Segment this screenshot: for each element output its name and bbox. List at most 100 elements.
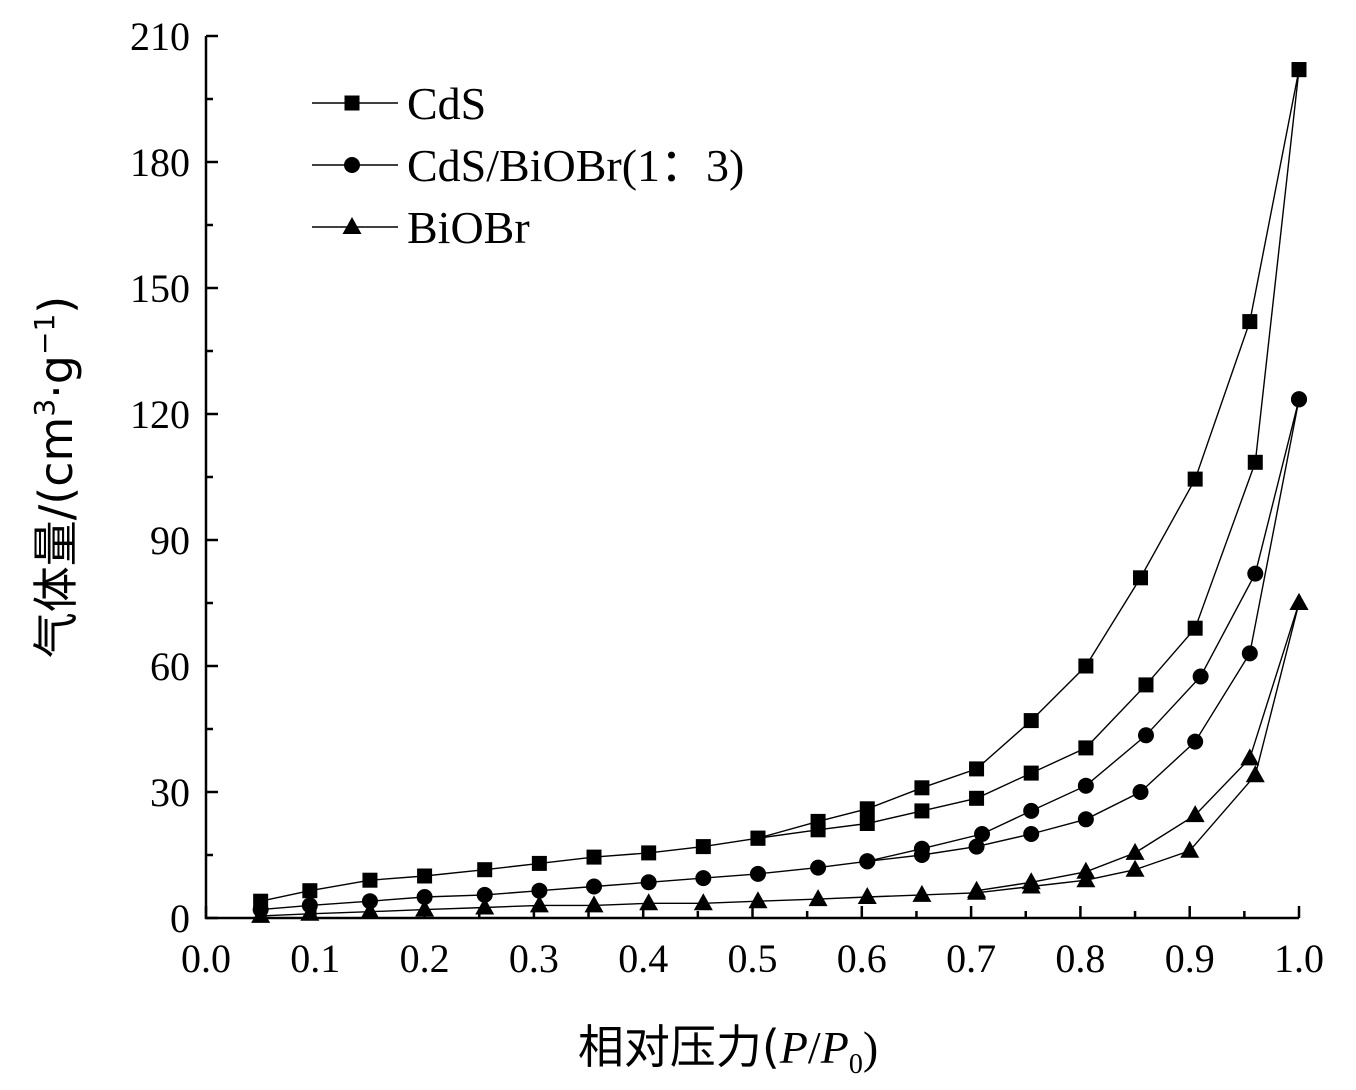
data-point xyxy=(1247,454,1263,470)
adsorption-line xyxy=(260,69,1300,902)
data-point xyxy=(857,887,877,904)
y-tick-label: 150 xyxy=(130,266,190,311)
data-point xyxy=(1078,658,1094,674)
data-point xyxy=(1291,391,1307,408)
data-point xyxy=(969,790,985,806)
data-point xyxy=(1023,802,1040,819)
y-tick-label: 0 xyxy=(170,896,190,941)
series-triangle xyxy=(251,593,1309,923)
x-tick-label: 0.0 xyxy=(181,936,231,981)
data-point xyxy=(641,845,657,861)
data-point xyxy=(531,882,548,899)
data-point xyxy=(968,838,985,855)
data-point xyxy=(810,859,827,876)
data-point xyxy=(1240,748,1260,766)
legend-marker xyxy=(344,157,360,173)
data-point xyxy=(1289,593,1309,610)
data-point xyxy=(1242,314,1258,330)
data-point xyxy=(1185,805,1205,823)
y-tick-label: 210 xyxy=(130,14,190,59)
data-point xyxy=(416,889,433,905)
legend-label: CdS/BiOBr(1：3) xyxy=(407,140,744,191)
data-point xyxy=(1023,765,1039,781)
data-point xyxy=(1133,570,1149,586)
data-point xyxy=(1241,645,1258,662)
y-tick-label: 30 xyxy=(150,770,190,815)
data-point xyxy=(1125,842,1145,860)
y-tick-label: 60 xyxy=(150,644,190,689)
data-point xyxy=(531,855,547,871)
x-tick-label: 0.5 xyxy=(728,936,778,981)
data-point xyxy=(695,839,711,855)
tick-labels: 0.0 0.1 0.2 0.3 0.4 0.5 0.6 0.7 0.8 0.9 1.0 0 30 60 90… xyxy=(130,14,1324,981)
data-point xyxy=(362,872,378,888)
data-point xyxy=(913,840,930,857)
data-point xyxy=(969,761,985,777)
axes-layer xyxy=(204,34,1301,920)
data-point xyxy=(1023,826,1040,842)
data-point xyxy=(476,886,493,903)
data-point xyxy=(810,813,826,829)
series-square xyxy=(253,62,1307,909)
data-point xyxy=(693,893,713,911)
legend-item: BiOBr xyxy=(312,202,530,253)
data-point xyxy=(914,803,930,819)
data-point xyxy=(584,895,604,913)
data-point xyxy=(417,868,433,884)
data-point xyxy=(640,874,657,891)
y-tick-label: 90 xyxy=(150,518,190,563)
data-point xyxy=(1125,859,1145,877)
legend-label: CdS xyxy=(407,78,486,129)
data-point xyxy=(1180,840,1200,858)
y-tick-label: 180 xyxy=(130,140,190,185)
data-point xyxy=(750,830,766,846)
legend-label: BiOBr xyxy=(407,202,530,253)
x-tick-label: 0.2 xyxy=(400,936,450,981)
x-axis-title: 相对压力(P/P0) xyxy=(578,1020,878,1080)
data-point xyxy=(361,893,378,910)
y-tick-label: 120 xyxy=(130,392,190,437)
data-point xyxy=(1132,784,1149,800)
data-point xyxy=(859,801,875,817)
legend-marker xyxy=(342,217,362,234)
plot-area xyxy=(204,34,1309,923)
x-tick-label: 1.0 xyxy=(1274,936,1324,981)
data-point xyxy=(1187,620,1203,636)
data-point xyxy=(302,883,318,899)
data-point xyxy=(586,878,603,895)
data-point xyxy=(749,865,766,882)
data-point xyxy=(477,862,493,878)
data-point xyxy=(695,870,712,887)
data-point xyxy=(360,901,380,919)
data-point xyxy=(1077,777,1094,794)
adsorption-line xyxy=(260,399,1300,911)
x-tick-label: 0.3 xyxy=(509,936,559,981)
data-point xyxy=(1291,62,1307,78)
data-point xyxy=(1077,811,1094,828)
data-point xyxy=(1245,765,1265,783)
y-axis-title: 气体量/(cm3·g−1) xyxy=(28,296,83,658)
data-point xyxy=(859,816,875,831)
data-point xyxy=(912,884,932,902)
data-point xyxy=(475,897,495,915)
data-point xyxy=(1192,668,1209,685)
legend-item: CdS/BiOBr(1：3) xyxy=(312,140,744,191)
x-tick-label: 0.1 xyxy=(290,936,340,981)
data-point xyxy=(1021,872,1041,890)
data-point xyxy=(586,849,602,865)
legend-marker xyxy=(344,95,360,111)
data-point xyxy=(914,780,930,796)
data-point xyxy=(1187,471,1203,487)
data-point xyxy=(808,889,828,907)
x-tick-label: 0.4 xyxy=(618,936,668,981)
data-point xyxy=(859,853,876,870)
data-point xyxy=(1247,565,1264,582)
adsorption-line xyxy=(260,602,1300,917)
legend-item: CdS xyxy=(312,78,486,129)
x-tick-label: 0.9 xyxy=(1165,936,1215,981)
x-tick-label: 0.8 xyxy=(1055,936,1105,981)
data-point xyxy=(1023,713,1039,729)
data-point xyxy=(1187,733,1204,750)
series-circle xyxy=(252,391,1307,918)
